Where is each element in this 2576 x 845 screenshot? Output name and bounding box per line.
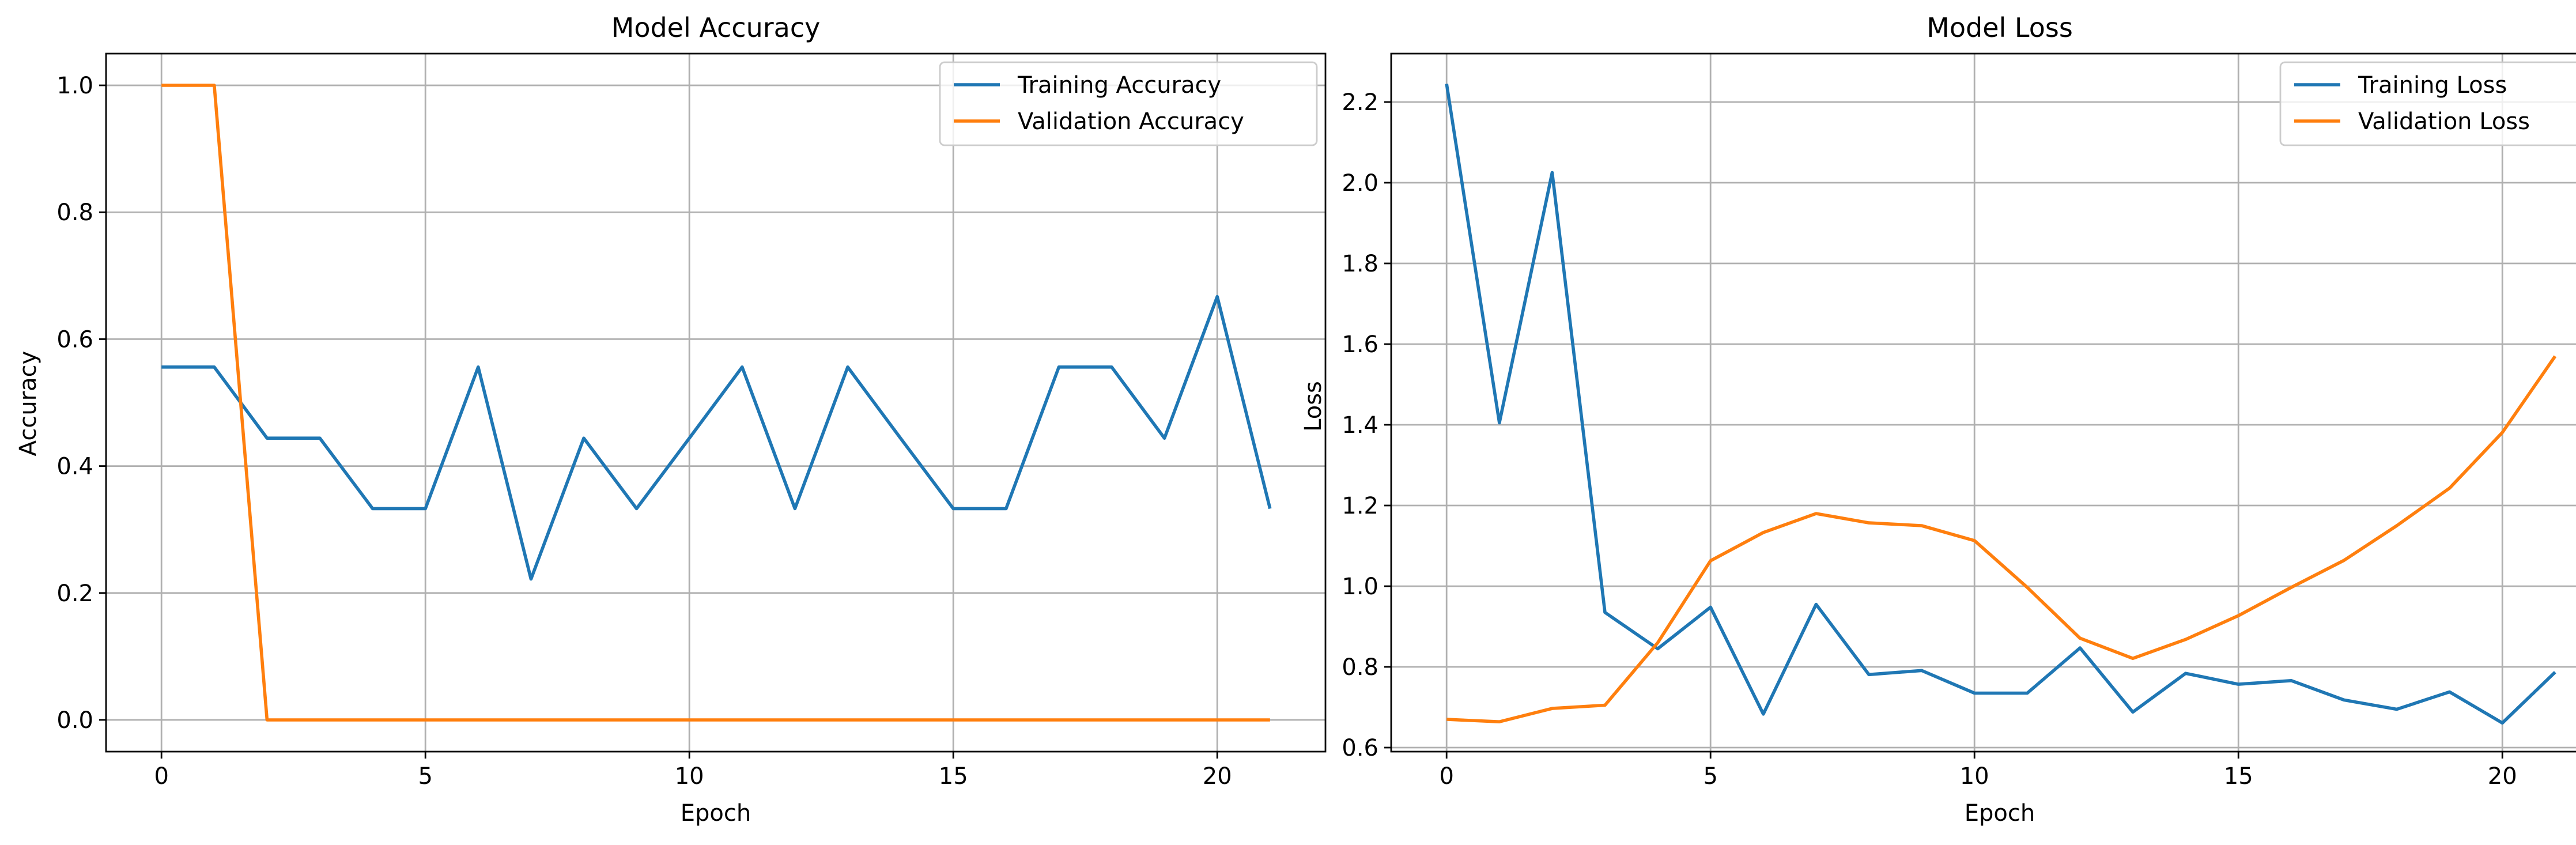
loss-y-tick-label: 1.6 bbox=[1342, 331, 1378, 358]
accuracy-y-tick-label: 1.0 bbox=[56, 73, 93, 99]
loss-x-axis-label: Epoch bbox=[1965, 800, 2035, 827]
loss-y-tick-label: 0.8 bbox=[1342, 654, 1378, 681]
loss-x-tick-label: 10 bbox=[1960, 763, 1989, 790]
accuracy-chart-title: Model Accuracy bbox=[611, 12, 821, 43]
accuracy-y-tick-label: 0.4 bbox=[56, 454, 93, 480]
loss-y-tick-label: 1.8 bbox=[1342, 251, 1378, 277]
legend-label-validation-loss: Validation Loss bbox=[2358, 108, 2530, 135]
loss-chart-title: Model Loss bbox=[1927, 12, 2073, 43]
accuracy-y-tick-label: 0.2 bbox=[56, 580, 93, 607]
loss-y-tick-label: 2.0 bbox=[1342, 170, 1378, 197]
loss-grid bbox=[1391, 54, 2576, 752]
accuracy-x-tick-label: 20 bbox=[1203, 763, 1232, 790]
accuracy-x-axis-label: Epoch bbox=[681, 800, 751, 827]
loss-legend: Training Loss Validation Loss bbox=[2279, 61, 2576, 146]
accuracy-chart: Model Accuracy Epoch Accuracy 0 5 10 15 20 0.… bbox=[15, 12, 1327, 827]
accuracy-y-axis-label: Accuracy bbox=[15, 351, 41, 457]
series-line-validation-accuracy bbox=[161, 84, 1270, 722]
loss-x-tick-label: 0 bbox=[1439, 763, 1453, 790]
accuracy-ticks: 0 5 10 15 20 0.0 0.2 0.4 0.6 0.8 1.0 bbox=[56, 73, 1232, 790]
loss-series bbox=[1445, 84, 2557, 725]
accuracy-legend-box bbox=[939, 61, 1318, 146]
loss-plot-frame bbox=[1390, 52, 2576, 753]
loss-chart: Model Loss Epoch Loss 0 5 10 15 20 0.6 0.8 1.0 1… bbox=[1300, 12, 2576, 827]
series-line-training-loss bbox=[1445, 84, 2556, 725]
accuracy-series bbox=[161, 84, 1272, 722]
loss-x-tick-label: 15 bbox=[2224, 763, 2253, 790]
legend-label-training-loss: Training Loss bbox=[2358, 72, 2507, 99]
series-line-training-accuracy bbox=[161, 295, 1272, 581]
accuracy-y-tick-label: 0.6 bbox=[56, 326, 93, 353]
loss-y-tick-label: 1.4 bbox=[1342, 412, 1378, 439]
legend-label-training-accuracy: Training Accuracy bbox=[1017, 72, 1221, 99]
loss-legend-box bbox=[2279, 61, 2576, 146]
accuracy-x-tick-label: 5 bbox=[418, 763, 432, 790]
loss-x-tick-label: 20 bbox=[2488, 763, 2517, 790]
loss-y-tick-label: 1.2 bbox=[1342, 493, 1378, 519]
loss-y-tick-label: 0.6 bbox=[1342, 735, 1378, 761]
loss-ticks: 0 5 10 15 20 0.6 0.8 1.0 1.2 1.4 1.6 1.8 2.0 2.2 bbox=[1342, 89, 2517, 790]
accuracy-y-tick-label: 0.8 bbox=[56, 199, 93, 226]
accuracy-x-tick-label: 10 bbox=[675, 763, 704, 790]
accuracy-x-tick-label: 15 bbox=[939, 763, 968, 790]
loss-x-tick-label: 5 bbox=[1703, 763, 1717, 790]
accuracy-y-tick-label: 0.0 bbox=[56, 707, 93, 734]
loss-y-tick-label: 2.2 bbox=[1342, 89, 1378, 116]
loss-y-tick-label: 1.0 bbox=[1342, 574, 1378, 600]
accuracy-legend: Training Accuracy Validation Accuracy bbox=[939, 61, 1318, 146]
accuracy-plot-frame bbox=[105, 52, 1327, 753]
legend-label-validation-accuracy: Validation Accuracy bbox=[1018, 108, 1244, 135]
series-line-validation-loss bbox=[1446, 355, 2557, 723]
loss-y-axis-label: Loss bbox=[1300, 381, 1327, 432]
accuracy-x-tick-label: 0 bbox=[154, 763, 168, 790]
